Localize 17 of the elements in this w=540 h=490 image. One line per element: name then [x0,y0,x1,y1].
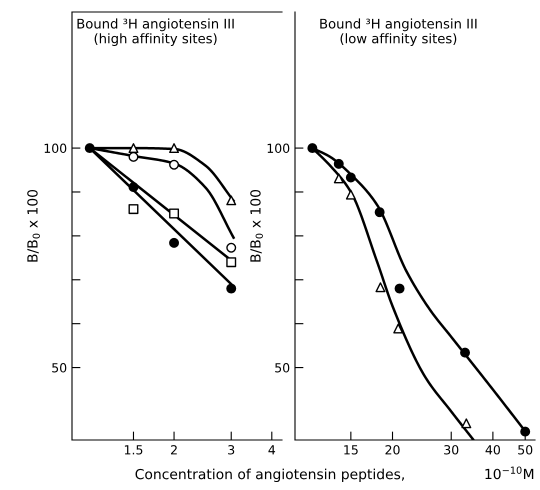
x-tick-label: 3 [228,445,234,455]
y-axis-title: B/B$_{0}$ x 100 [250,190,263,262]
x-tick-label: 2 [170,445,177,454]
x-tick-label: 50 [518,445,532,455]
x-axis-title: Concentration of angiotensin peptides, [136,468,404,482]
y-tick-label: 100 [268,144,290,154]
y-tick-label: 100 [44,144,66,154]
x-axis-title: 10$^{−10}$M [485,466,534,480]
x-tick-label: 30 [444,445,458,455]
text: Bound ³H angiotensin III (low affinity sites) [320,18,477,46]
y-axis-title: B/B$_{0}$ x 100 [27,190,40,262]
x-tick-label: 20 [385,445,400,455]
x-tick-label: 4 [268,445,276,454]
text: Bound ³H angiotensin III (high affinity sites) [77,18,234,46]
x-tick-label: 1.5 [124,445,142,455]
x-tick-label: 15 [344,445,358,455]
x-tick-label: 40 [486,445,500,455]
